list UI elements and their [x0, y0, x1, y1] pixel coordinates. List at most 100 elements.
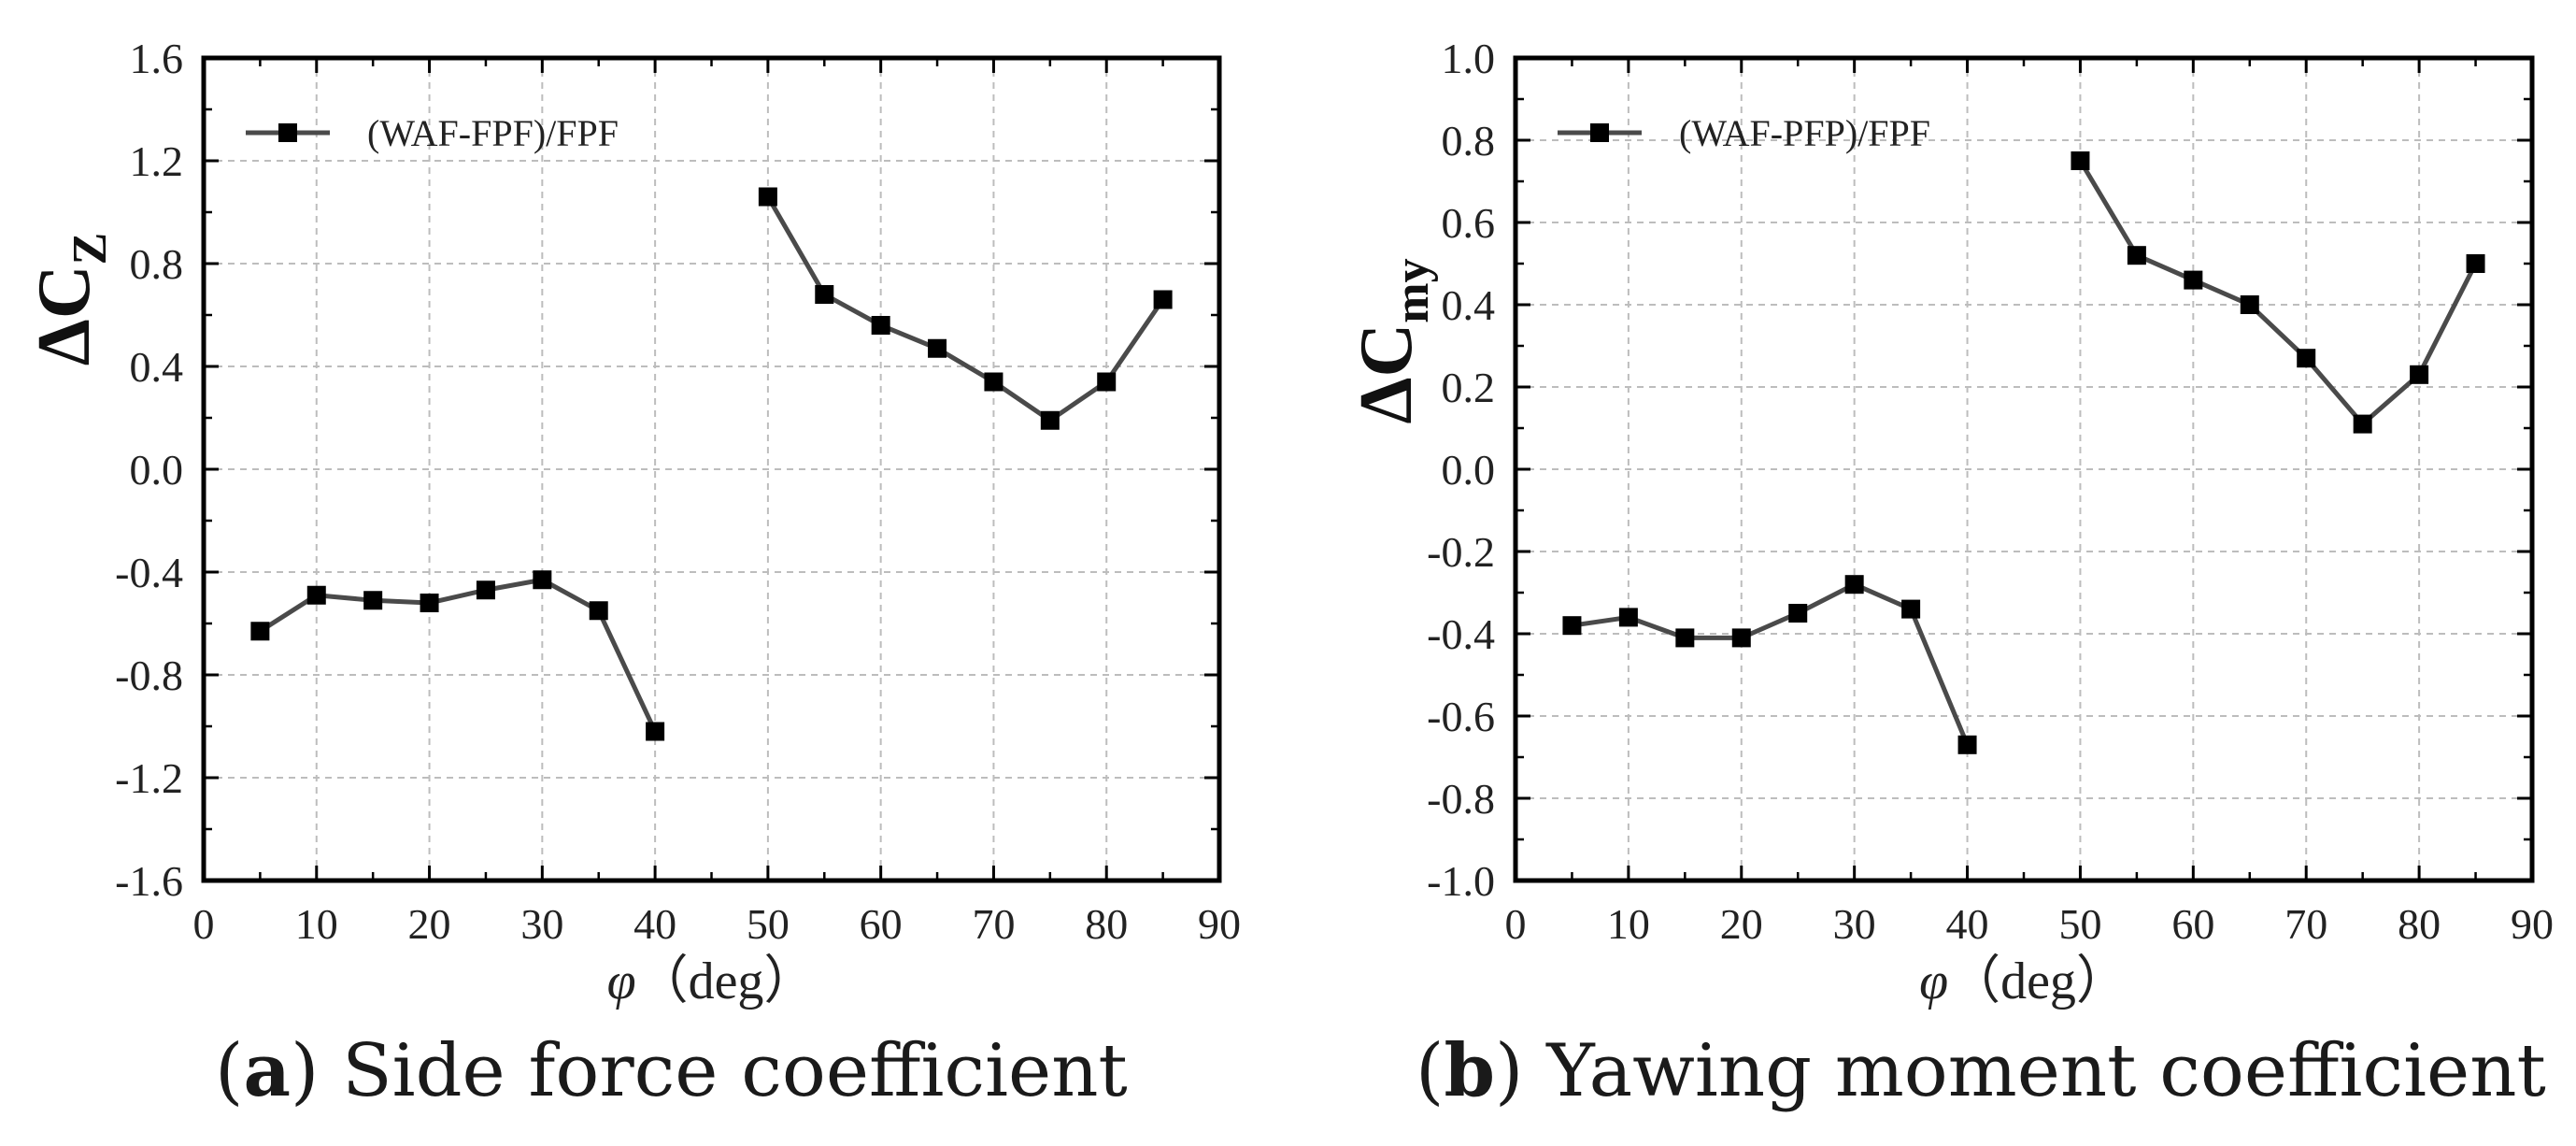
y-tick-label: -1.0 — [1427, 857, 1495, 905]
data-point — [2410, 365, 2429, 384]
x-tick-label: 80 — [1085, 900, 1128, 948]
data-point — [815, 285, 834, 304]
data-point — [1153, 290, 1173, 309]
y-axis-label: ΔCZ — [23, 233, 117, 366]
data-point — [2466, 254, 2485, 273]
data-point — [2240, 295, 2259, 314]
x-axis-label: φ（deg） — [1919, 953, 2128, 1010]
data-point — [1562, 616, 1582, 636]
y-tick-label: 0.0 — [130, 446, 184, 494]
y-tick-label: 0.4 — [130, 343, 184, 391]
x-tick-label: 50 — [747, 900, 790, 948]
data-point — [2353, 414, 2372, 434]
x-tick-label: 80 — [2398, 900, 2441, 948]
data-point — [1097, 372, 1117, 392]
data-point — [928, 338, 947, 358]
legend-label: (WAF-FPF)/FPF — [367, 112, 619, 154]
data-point — [533, 570, 552, 590]
x-axis-label: φ（deg） — [607, 953, 817, 1010]
y-tick-label: -0.8 — [1427, 775, 1495, 823]
chart-panel-side-force: 0 10 20 30 40 50 60 70 80 90 -1.6 -1.2 -0.8 -0.4 0.0 0.… — [23, 35, 1241, 1010]
x-tick-label: 30 — [520, 900, 563, 948]
series-line — [1572, 581, 1970, 746]
data-point — [1675, 628, 1695, 648]
y-axis-subscript: my — [1386, 258, 1439, 322]
y-tick-label: 0.0 — [1442, 446, 1496, 494]
y-axis-main: ΔC — [1345, 323, 1428, 424]
data-point — [2071, 151, 2090, 170]
y-tick-label: -0.2 — [1427, 528, 1495, 576]
caption-text-b: Yawing moment coefficient — [1546, 1029, 2546, 1113]
chart-panel-yawing-moment: 0 10 20 30 40 50 60 70 80 90 -1.0 -0.8 -0.6 -0.4 -0.2 0… — [1345, 35, 2554, 1010]
y-axis-subscript: Z — [64, 233, 117, 265]
y-tick-label: -0.4 — [1427, 610, 1495, 658]
data-point — [758, 187, 777, 207]
x-tick-label: 70 — [972, 900, 1015, 948]
caption-text-a: Side force coefficient — [342, 1029, 1128, 1113]
x-tick-label: 10 — [295, 900, 338, 948]
data-point — [2127, 246, 2146, 265]
x-tick-label: 40 — [633, 900, 676, 948]
plot-frame — [201, 55, 1222, 883]
data-point — [2184, 270, 2203, 290]
x-tick-label: 0 — [193, 900, 215, 948]
y-tick-label: -1.6 — [115, 857, 183, 905]
data-point — [1040, 410, 1060, 430]
y-tick-label: -0.6 — [1427, 693, 1495, 740]
data-point — [1731, 628, 1751, 648]
series-line — [2078, 159, 2478, 428]
data-point — [2297, 349, 2316, 368]
data-point — [1844, 575, 1864, 594]
legend-label: (WAF-PFP)/FPF — [1679, 112, 1930, 154]
data-point — [1618, 608, 1638, 627]
x-axis-unit: （deg） — [636, 953, 817, 1010]
y-tick-label: 0.6 — [1442, 199, 1496, 247]
data-point — [476, 580, 495, 600]
x-tick-label: 60 — [860, 900, 903, 948]
y-tick-label: -0.8 — [115, 652, 183, 699]
legend-marker — [278, 123, 297, 142]
x-tick-label: 90 — [2511, 900, 2554, 948]
y-tick-label: 0.2 — [1442, 364, 1496, 411]
data-point — [420, 594, 439, 612]
x-axis-symbol: φ — [1919, 953, 1948, 1010]
y-tick-label: 1.6 — [130, 35, 184, 82]
data-point — [1957, 735, 1977, 754]
y-tick-label: 0.8 — [1442, 117, 1496, 165]
legend-marker — [1590, 123, 1609, 142]
plot-frame — [1513, 55, 2535, 883]
data-point — [306, 585, 326, 605]
x-tick-label: 20 — [1720, 900, 1763, 948]
x-tick-label: 30 — [1833, 900, 1876, 948]
data-point — [1901, 599, 1921, 619]
data-point — [250, 622, 270, 641]
caption-label-a: a — [243, 1028, 291, 1113]
x-tick-label: 60 — [2171, 900, 2214, 948]
data-point — [984, 372, 1003, 392]
y-axis-label: ΔCmy — [1345, 258, 1439, 423]
x-axis-unit: （deg） — [1948, 953, 2128, 1010]
series-line — [765, 195, 1165, 423]
y-axis-main: ΔC — [23, 265, 106, 365]
data-point — [589, 601, 608, 621]
x-tick-label: 0 — [1505, 900, 1527, 948]
y-tick-label: 0.8 — [130, 240, 184, 288]
caption-label-b: b — [1444, 1028, 1495, 1113]
y-tick-label: 1.0 — [1442, 35, 1496, 82]
x-tick-label: 90 — [1198, 900, 1241, 948]
caption-yawing-moment: (b) Yawing moment coefficient — [1416, 1028, 2546, 1113]
data-point — [363, 591, 383, 610]
x-tick-label: 40 — [1946, 900, 1989, 948]
y-tick-label: -1.2 — [115, 754, 183, 802]
y-tick-label: 1.2 — [130, 137, 184, 185]
x-tick-label: 20 — [408, 900, 451, 948]
data-point — [1788, 604, 1808, 623]
x-axis-symbol: φ — [607, 953, 636, 1010]
caption-side-force: (a) Side force coefficient — [215, 1028, 1128, 1113]
series-line — [259, 577, 658, 733]
x-tick-label: 10 — [1607, 900, 1650, 948]
y-tick-label: -0.4 — [115, 549, 183, 596]
data-point — [646, 722, 665, 741]
x-tick-label: 70 — [2284, 900, 2327, 948]
